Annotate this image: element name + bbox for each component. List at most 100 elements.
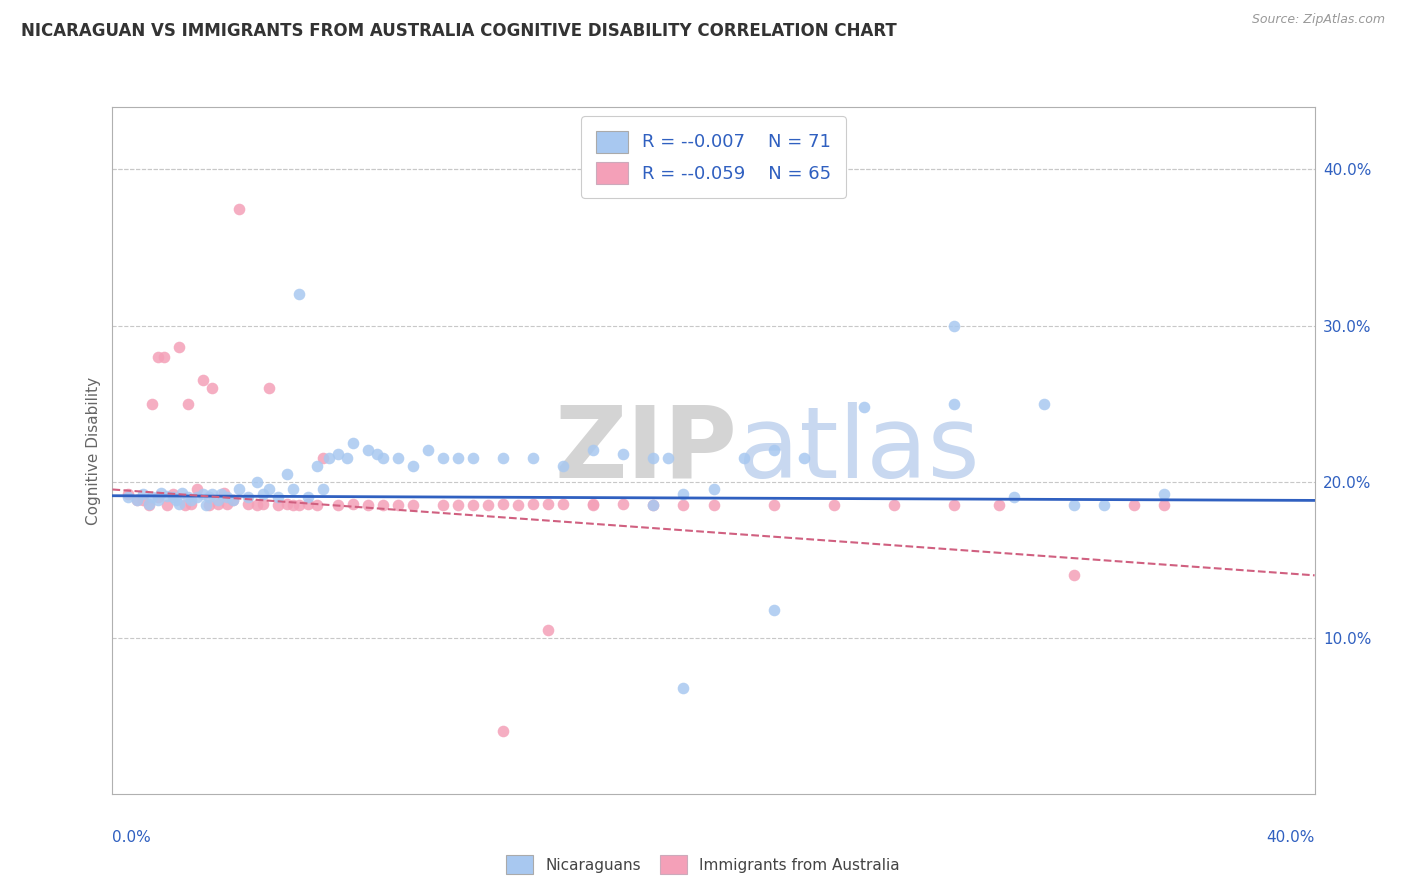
Point (117, 487, 139, 501)
Point (672, 498, 695, 512)
Point (141, 490, 163, 504)
Point (117, 490, 139, 504)
Point (416, 443, 439, 458)
Point (1063, 498, 1085, 512)
Point (702, 483, 725, 497)
Point (215, 496, 238, 510)
Point (267, 490, 290, 504)
Point (228, 483, 250, 497)
Point (357, 498, 380, 512)
Point (197, 490, 219, 504)
Point (852, 400, 875, 414)
Point (222, 493, 245, 508)
Point (988, 498, 1011, 512)
Point (176, 490, 198, 504)
Point (537, 496, 560, 510)
Point (155, 489, 177, 503)
Point (582, 496, 605, 510)
Text: atlas: atlas (738, 402, 979, 499)
Point (201, 487, 224, 501)
Point (246, 475, 269, 489)
Point (357, 443, 380, 458)
Point (643, 498, 665, 512)
Point (522, 496, 544, 510)
Point (387, 498, 409, 512)
Point (643, 498, 665, 512)
Point (508, 498, 530, 512)
Point (823, 498, 845, 512)
Point (215, 490, 238, 504)
Point (176, 396, 198, 410)
Point (447, 498, 470, 512)
Point (197, 498, 219, 512)
Y-axis label: Cognitive Disability: Cognitive Disability (86, 376, 101, 524)
Point (387, 451, 409, 466)
Point (146, 493, 169, 508)
Point (1092, 498, 1115, 512)
Point (326, 446, 349, 460)
Point (288, 498, 311, 512)
Point (246, 498, 269, 512)
Point (131, 487, 153, 501)
Point (155, 498, 177, 512)
Point (492, 496, 515, 510)
Point (553, 458, 575, 473)
Point (461, 451, 484, 466)
Point (702, 498, 725, 512)
Point (276, 496, 298, 510)
Point (267, 498, 290, 512)
Point (207, 496, 229, 510)
Point (883, 498, 905, 512)
Point (228, 202, 250, 216)
Point (297, 496, 319, 510)
Point (582, 498, 605, 512)
Point (209, 487, 232, 501)
Point (149, 485, 172, 500)
Point (305, 498, 328, 512)
Point (432, 498, 454, 512)
Legend: Nicaraguans, Immigrants from Australia: Nicaraguans, Immigrants from Australia (501, 849, 905, 880)
Point (672, 681, 695, 695)
Point (152, 350, 174, 364)
Point (672, 487, 695, 501)
Point (305, 458, 328, 473)
Point (236, 490, 259, 504)
Point (257, 381, 280, 395)
Point (612, 496, 634, 510)
Point (165, 493, 187, 508)
Point (612, 446, 634, 460)
Point (236, 496, 259, 510)
Point (371, 498, 394, 512)
Text: 40.0%: 40.0% (1267, 830, 1315, 845)
Point (146, 350, 169, 364)
Point (942, 318, 965, 333)
Legend: R = --0.007    N = 71, R = --0.059    N = 65: R = --0.007 N = 71, R = --0.059 N = 65 (581, 116, 846, 198)
Point (131, 493, 153, 508)
Point (312, 451, 335, 466)
Point (326, 498, 349, 512)
Point (257, 483, 280, 497)
Point (1063, 568, 1085, 582)
Point (288, 287, 311, 301)
Point (762, 498, 785, 512)
Point (167, 496, 190, 510)
Point (733, 451, 755, 466)
Point (342, 496, 364, 510)
Point (180, 493, 202, 508)
Point (643, 451, 665, 466)
Point (222, 493, 245, 508)
Point (162, 490, 184, 504)
Point (252, 487, 274, 501)
Point (297, 490, 319, 504)
Point (212, 485, 235, 500)
Point (191, 487, 214, 501)
Point (402, 458, 425, 473)
Point (1033, 396, 1056, 410)
Point (180, 496, 202, 510)
Point (657, 451, 679, 466)
Point (371, 451, 394, 466)
Point (432, 451, 454, 466)
Point (201, 381, 224, 395)
Point (1153, 487, 1175, 501)
Point (318, 451, 340, 466)
